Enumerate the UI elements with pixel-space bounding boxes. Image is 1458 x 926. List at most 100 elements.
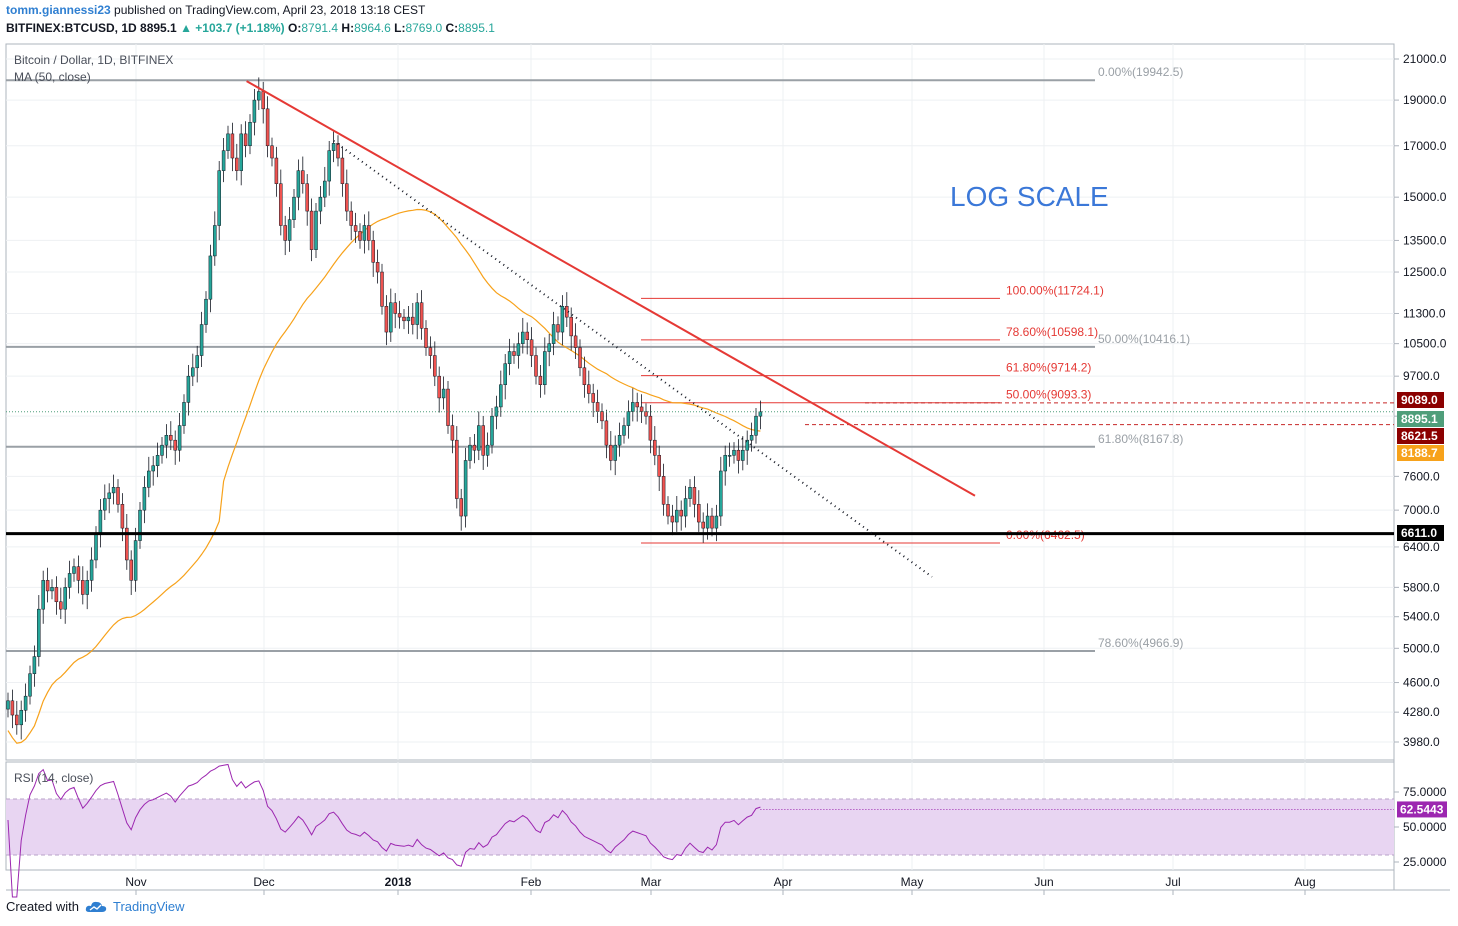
candle-body (235, 157, 239, 171)
candle-body (472, 444, 477, 451)
candle-body (578, 347, 582, 369)
trendlines[interactable] (6, 80, 1394, 578)
price-tick-label: 5000.0 (1403, 641, 1440, 655)
candle-body (41, 580, 45, 610)
candle-body (397, 313, 402, 318)
candle-body (107, 492, 111, 499)
grid-lines (6, 44, 1394, 870)
candle-body (384, 306, 389, 333)
rsi-band-fill (6, 799, 1394, 855)
tradingview-link[interactable]: TradingView (85, 899, 185, 914)
price-tick-label: 11300.0 (1403, 306, 1446, 320)
candle-body (653, 439, 657, 456)
candle-body (455, 439, 459, 499)
rsi-band (6, 798, 1394, 856)
price-tick-label: 15000.0 (1403, 190, 1447, 204)
candle-body (714, 515, 719, 529)
candle-body (437, 375, 441, 399)
candle-body (631, 402, 635, 412)
candle-body (419, 302, 424, 329)
candle-body (261, 91, 265, 110)
candle-body (362, 225, 367, 241)
candle-body (243, 133, 248, 147)
candle-body (54, 587, 59, 603)
candle-body (142, 487, 147, 511)
candle-body (441, 388, 446, 399)
red-trendline (246, 80, 976, 497)
fib-grey-label: 61.80%(8167.8) (1098, 432, 1183, 446)
rsi-tick-label: 75.0000 (1403, 785, 1447, 799)
candle-body (340, 157, 345, 184)
fib-grey-label: 50.00%(10416.1) (1098, 332, 1190, 346)
price-tick-label: 5800.0 (1403, 580, 1440, 594)
candle-body (257, 91, 261, 101)
candle-body (477, 425, 481, 451)
price-badge (1397, 525, 1444, 541)
fib-red-levels: 100.00%(11724.1) 78.60%(10598.1) 61.80%(97… (641, 283, 1104, 544)
candle-body (151, 465, 155, 472)
price-tick-label: 7000.0 (1403, 503, 1440, 517)
time-axis-ticks: Nov Dec 2018 Feb Mar Apr May Jun Jul Aug (125, 875, 1316, 895)
candle-body (569, 316, 573, 337)
symbol-label: BITFINEX:BTCUSD, 1D (6, 21, 137, 35)
rsi-polyline (7, 763, 761, 898)
time-tick-label: Apr (774, 875, 793, 889)
rsi-legend: RSI (14, close) (14, 771, 93, 785)
publisher-line: tomm.giannessi23 published on TradingVie… (6, 3, 425, 17)
candle-body (609, 444, 613, 461)
candle-body (543, 351, 547, 385)
candle-body (635, 402, 639, 408)
candle-body (481, 425, 485, 456)
publisher-username[interactable]: tomm.giannessi23 (6, 3, 111, 17)
candle-body (380, 271, 384, 307)
candle-body (600, 411, 604, 422)
candle-body (688, 487, 692, 499)
candle-body (164, 435, 169, 446)
tradingview-brand: TradingView (112, 899, 185, 914)
candle-body (754, 415, 758, 436)
candle-body (639, 406, 644, 412)
candle-body (516, 343, 521, 356)
candle-body (551, 324, 556, 344)
price-badge-label: 9089.0 (1401, 393, 1438, 407)
candle-body (710, 515, 714, 529)
price-tick-label: 7600.0 (1403, 469, 1440, 483)
price-tick-label: 12500.0 (1403, 265, 1447, 279)
candle-body (393, 302, 397, 314)
candle-body (182, 402, 186, 426)
candle-body (226, 133, 230, 151)
time-tick-label: Feb (521, 875, 542, 889)
candle-body (670, 515, 675, 523)
log-scale-annotation: LOG SCALE (950, 181, 1109, 212)
candle-body (719, 470, 723, 517)
candle-body (415, 302, 419, 325)
candle-body (358, 231, 362, 241)
price-tick-label: 19000.0 (1403, 93, 1447, 107)
candle-body (336, 143, 340, 159)
candle-body (758, 411, 763, 417)
candle-body (402, 316, 406, 322)
rsi-tick-label: 25.0000 (1403, 855, 1447, 869)
candle-body (626, 411, 631, 426)
price-tick-label: 4600.0 (1403, 676, 1440, 690)
time-tick-label: Jul (1165, 875, 1180, 889)
candle-body (98, 509, 103, 535)
fib-grey-label: 0.00%(19942.5) (1098, 65, 1183, 79)
candle-body (565, 306, 569, 318)
candle-body (125, 527, 129, 561)
candle-body (538, 375, 543, 385)
candle-body (103, 498, 107, 511)
candle-body (279, 183, 283, 226)
dotted-trendline (333, 140, 933, 578)
candle-body (468, 444, 472, 461)
candle-body (213, 225, 217, 257)
candle-body (32, 656, 37, 674)
candle-body (406, 316, 411, 322)
tradingview-cloud-icon (85, 901, 107, 912)
rsi-tick-label: 50.0000 (1403, 820, 1447, 834)
price-axis-labels: 9089.0 8895.1 8621.5 8188.7 6611.0 62.5443 (1397, 392, 1447, 818)
candle-body (697, 504, 701, 523)
candle-body (186, 375, 191, 403)
close-value: 8895.1 (458, 21, 495, 35)
